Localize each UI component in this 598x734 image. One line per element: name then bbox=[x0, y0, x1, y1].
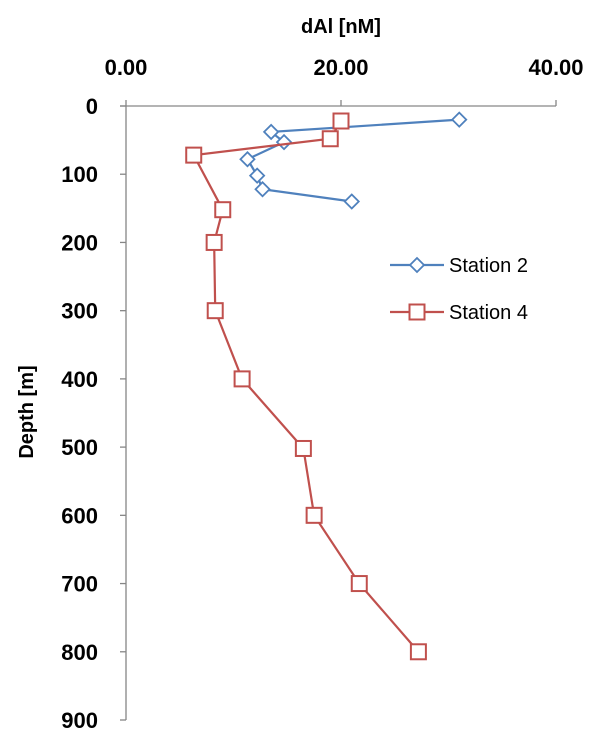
legend: Station 2 Station 4 bbox=[390, 255, 528, 324]
legend-label: Station 2 bbox=[449, 255, 528, 277]
data-point bbox=[239, 150, 256, 168]
data-point bbox=[254, 180, 271, 198]
y-tick-label: 200 bbox=[61, 230, 98, 255]
data-point bbox=[206, 302, 224, 320]
series-line bbox=[191, 120, 420, 653]
series-2 bbox=[185, 112, 427, 661]
y-tick-label: 800 bbox=[61, 640, 98, 665]
data-point bbox=[332, 112, 350, 130]
y-axis-title: Depth [m] bbox=[16, 365, 38, 458]
y-tick-label: 900 bbox=[61, 708, 98, 733]
y-tick-label: 0 bbox=[86, 94, 98, 119]
data-point bbox=[343, 193, 361, 210]
legend-item: Station 4 bbox=[390, 302, 528, 324]
series-1 bbox=[239, 111, 468, 210]
x-tick-label: 20.00 bbox=[313, 55, 368, 80]
data-point bbox=[205, 233, 223, 251]
data-point bbox=[294, 439, 312, 457]
legend-marker bbox=[408, 256, 426, 274]
axes: 0.00 20.00 40.00 0 100 200 300 400 500 600 700 800 9… bbox=[61, 55, 583, 733]
y-tick-label: 500 bbox=[61, 435, 98, 460]
series-layer bbox=[185, 111, 468, 661]
data-point bbox=[214, 201, 232, 219]
x-tick-label: 40.00 bbox=[528, 55, 583, 80]
data-point bbox=[233, 370, 251, 388]
y-tick-label: 600 bbox=[61, 503, 98, 528]
x-axis-title: dAl [nM] bbox=[301, 16, 381, 38]
y-tick-label: 300 bbox=[61, 299, 98, 324]
data-point bbox=[409, 643, 427, 661]
y-tick-label: 400 bbox=[61, 367, 98, 392]
data-point bbox=[305, 506, 323, 524]
data-point bbox=[321, 130, 339, 148]
y-tick-label: 700 bbox=[61, 572, 98, 597]
data-point bbox=[450, 111, 468, 128]
y-tick-label: 100 bbox=[61, 162, 98, 187]
data-point bbox=[262, 123, 280, 141]
legend-item: Station 2 bbox=[390, 255, 528, 277]
data-point bbox=[350, 575, 368, 593]
data-point bbox=[185, 146, 203, 164]
legend-label: Station 4 bbox=[449, 302, 528, 324]
legend-marker bbox=[408, 303, 426, 321]
x-tick-label: 0.00 bbox=[105, 55, 148, 80]
data-point bbox=[248, 167, 266, 184]
